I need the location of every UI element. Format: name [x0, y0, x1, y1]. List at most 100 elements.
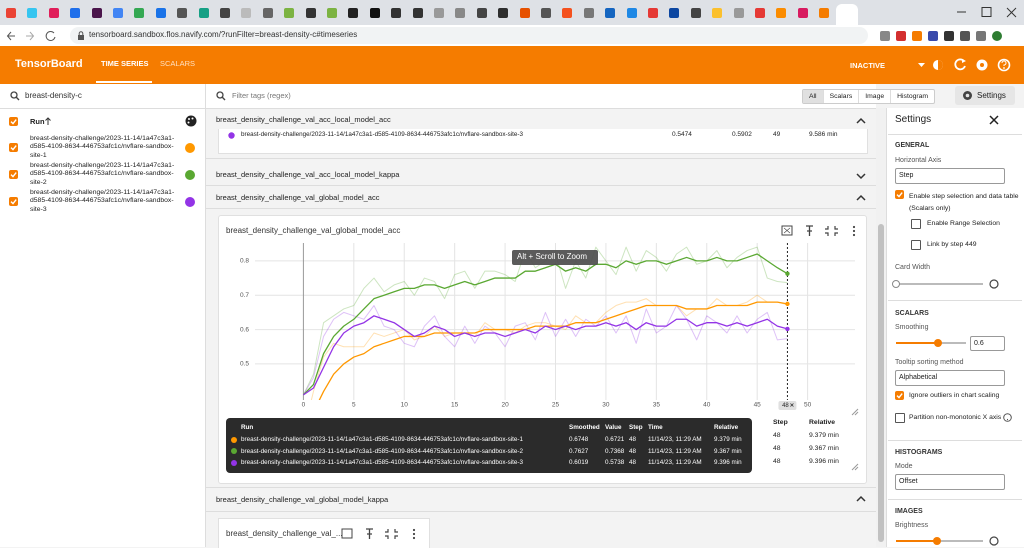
- favicon[interactable]: [498, 8, 509, 18]
- extension-icon[interactable]: [896, 31, 906, 41]
- filter-button[interactable]: Histogram: [890, 90, 934, 103]
- favicon[interactable]: [819, 8, 830, 18]
- run-filter[interactable]: breast-density-c: [25, 91, 82, 100]
- axis-select[interactable]: [895, 168, 1005, 184]
- tag-filter[interactable]: Filter tags (regex): [232, 91, 291, 100]
- favicon[interactable]: [27, 8, 38, 18]
- favicon[interactable]: [134, 8, 145, 18]
- favicon[interactable]: [412, 8, 423, 18]
- favicon[interactable]: [305, 8, 316, 18]
- favicon[interactable]: [391, 8, 402, 18]
- favicon[interactable]: [583, 8, 594, 18]
- filter-button[interactable]: All: [803, 90, 823, 103]
- settings-label[interactable]: Settings: [977, 91, 1006, 100]
- section-header[interactable]: [206, 165, 876, 185]
- favicon[interactable]: [626, 8, 637, 18]
- active-tab[interactable]: [836, 4, 858, 25]
- help-icon[interactable]: [1003, 413, 1012, 422]
- extension-icon[interactable]: [944, 31, 954, 41]
- checkbox-all[interactable]: [9, 117, 18, 126]
- favicon[interactable]: [519, 8, 530, 18]
- smoothing-input[interactable]: [970, 336, 1005, 351]
- tooltip-cell: 48: [629, 447, 637, 455]
- palette-icon[interactable]: [185, 115, 197, 127]
- sort-select[interactable]: [895, 370, 1005, 386]
- extension-icon[interactable]: [976, 31, 986, 41]
- tab[interactable]: SCALARS: [160, 59, 196, 68]
- favicon[interactable]: [369, 8, 380, 18]
- card-width-slider[interactable]: [891, 277, 1003, 291]
- favicon[interactable]: [434, 8, 444, 18]
- favicon[interactable]: [669, 8, 680, 18]
- checkbox[interactable]: [9, 197, 18, 206]
- extension-icon[interactable]: [960, 31, 970, 41]
- favicon[interactable]: [177, 8, 188, 18]
- window-controls[interactable]: [955, 6, 1021, 18]
- resize-handles[interactable]: [850, 407, 859, 473]
- favicon[interactable]: [605, 8, 616, 18]
- favicon[interactable]: [690, 8, 701, 18]
- chevron[interactable]: [855, 493, 867, 505]
- favicon[interactable]: [70, 8, 81, 18]
- favicon[interactable]: [155, 8, 166, 18]
- checkbox[interactable]: [9, 143, 18, 152]
- omnibox[interactable]: [70, 27, 868, 44]
- header-icons[interactable]: [915, 56, 1015, 74]
- scroll-thumb[interactable]: [878, 224, 884, 542]
- smoothing-slider[interactable]: [891, 336, 967, 350]
- brightness-slider[interactable]: [891, 534, 1003, 547]
- extension-icon[interactable]: [928, 31, 938, 41]
- run-column[interactable]: Run: [30, 117, 45, 126]
- extension-icon[interactable]: [880, 31, 890, 41]
- tooltip-header: Time: [648, 424, 663, 431]
- favicon[interactable]: [541, 8, 551, 18]
- favicon[interactable]: [348, 8, 359, 18]
- checkbox[interactable]: [911, 240, 921, 250]
- nav-buttons[interactable]: [6, 29, 66, 43]
- favicon[interactable]: [220, 8, 230, 18]
- step-badge-close[interactable]: [790, 403, 794, 407]
- tab[interactable]: TIME SERIES: [101, 59, 149, 68]
- filter-button[interactable]: Image: [858, 90, 890, 103]
- reload-status[interactable]: INACTIVE: [850, 61, 886, 70]
- section-header[interactable]: [206, 188, 876, 208]
- settings-button[interactable]: [955, 86, 1015, 105]
- favicon[interactable]: [562, 8, 573, 18]
- run-color[interactable]: [185, 143, 195, 153]
- checkbox[interactable]: [911, 219, 921, 229]
- checkbox[interactable]: [895, 391, 904, 400]
- mode-select[interactable]: [895, 474, 1005, 490]
- checkbox[interactable]: [895, 413, 905, 423]
- favicon[interactable]: [91, 8, 102, 18]
- favicon[interactable]: [733, 8, 744, 18]
- favicon[interactable]: [262, 8, 273, 18]
- favicon[interactable]: [241, 8, 252, 18]
- close-button[interactable]: [989, 115, 999, 125]
- card-actions[interactable]: [780, 224, 860, 238]
- checkbox[interactable]: [9, 170, 18, 179]
- favicon[interactable]: [476, 8, 487, 18]
- favicon[interactable]: [455, 8, 466, 18]
- favicon[interactable]: [776, 8, 787, 18]
- favicon[interactable]: [198, 8, 209, 18]
- extension-icon[interactable]: [992, 31, 1002, 41]
- extension-icon[interactable]: [912, 31, 922, 41]
- chevrons[interactable]: [855, 112, 867, 212]
- favicon[interactable]: [6, 8, 16, 18]
- favicon[interactable]: [48, 8, 59, 18]
- card-actions[interactable]: [340, 527, 420, 541]
- filter-button[interactable]: Scalars: [822, 90, 859, 103]
- chart[interactable]: 0.5 0.6 0.7 0.8 0 5 10 15 20 25 30 35 40 45 50 48: [218, 215, 864, 415]
- favicon[interactable]: [648, 8, 658, 18]
- favicon[interactable]: [284, 8, 295, 18]
- favicon[interactable]: [113, 8, 123, 18]
- run-color[interactable]: [185, 170, 195, 180]
- favicon[interactable]: [712, 8, 723, 18]
- checkbox[interactable]: [895, 190, 904, 199]
- slider-knob[interactable]: [934, 339, 942, 347]
- favicon[interactable]: [797, 8, 808, 18]
- section-header[interactable]: [206, 110, 876, 130]
- favicon[interactable]: [755, 8, 765, 18]
- run-color[interactable]: [185, 197, 195, 207]
- favicon[interactable]: [327, 8, 337, 18]
